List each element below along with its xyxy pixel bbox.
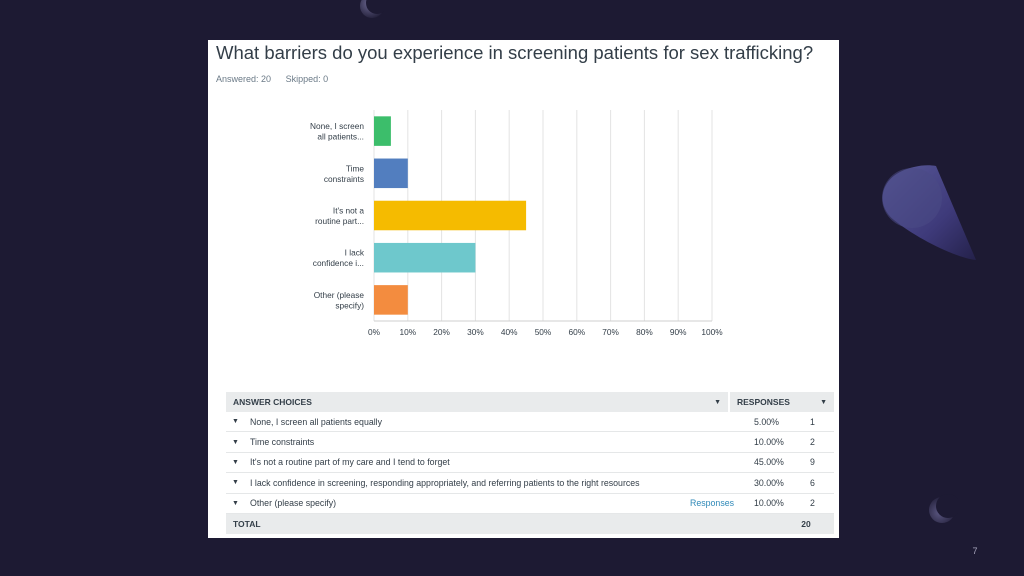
table-body: ▼ None, I screen all patients equally 5.00…	[226, 412, 834, 514]
response-percent: 30.00%	[754, 477, 784, 488]
answered-count: Answered: 20	[216, 74, 272, 84]
response-count: 9	[810, 457, 815, 468]
expand-caret-icon[interactable]: ▼	[232, 479, 239, 487]
response-count: 2	[810, 498, 815, 509]
x-tick-label: 10%	[399, 327, 416, 337]
sort-caret-icon[interactable]: ▼	[714, 398, 721, 406]
results-table: ANSWER CHOICES ▼ RESPONSES ▼ ▼ None, I sc…	[226, 392, 834, 534]
total-value: 20	[801, 518, 811, 529]
survey-question-title: What barriers do you experience in scree…	[216, 42, 814, 63]
expand-caret-icon[interactable]: ▼	[232, 499, 239, 507]
table-row: ▼ I lack confidence in screening, respond…	[226, 473, 834, 494]
survey-results-card: What barriers do you experience in scree…	[208, 40, 839, 538]
survey-stats: Answered: 20 Skipped: 0	[216, 74, 340, 84]
response-count: 2	[810, 437, 815, 448]
answer-choice-label: Other (please specify)	[250, 498, 337, 509]
x-tick-label: 90%	[670, 327, 687, 337]
y-tick-label: Time constraints	[324, 163, 364, 184]
x-tick-label: 0%	[368, 327, 381, 337]
responses-header[interactable]: RESPONSES ▼	[737, 397, 827, 407]
answer-choice-label: I lack confidence in screening, respondi…	[250, 477, 640, 488]
response-count: 1	[810, 416, 815, 427]
bar	[374, 285, 408, 315]
bar	[374, 158, 408, 189]
y-tick-label: Other (please specify)	[314, 290, 365, 311]
bar	[374, 200, 527, 231]
response-count: 6	[810, 477, 815, 488]
table-header: ANSWER CHOICES ▼ RESPONSES ▼	[226, 392, 834, 412]
page-number: 7	[972, 546, 978, 556]
y-tick-label: None, I screen all patients...	[310, 121, 364, 142]
table-row: ▼ Time constraints 10.00% 2	[226, 432, 834, 453]
table-total-row: TOTAL 20	[226, 513, 834, 534]
y-tick-label: I lack confidence i...	[313, 248, 365, 269]
answer-choice-label: It's not a routine part of my care and I…	[250, 457, 450, 468]
table-row: ▼ It's not a routine part of my care and …	[226, 453, 834, 474]
x-tick-label: 20%	[433, 327, 450, 337]
x-tick-label: 80%	[636, 327, 653, 337]
answer-choice-label: Time constraints	[250, 437, 315, 448]
x-tick-label: 60%	[568, 327, 585, 337]
bar-chart: 0% 10% 20% 30% 40% 50% 60% 70% 80% 90% 100% None, I…	[310, 110, 723, 337]
x-tick-label: 100%	[701, 327, 723, 337]
response-percent: 10.00%	[754, 498, 784, 509]
x-tick-label: 50%	[535, 327, 552, 337]
expand-caret-icon[interactable]: ▼	[232, 438, 239, 446]
responses-link[interactable]: Responses	[690, 498, 735, 509]
table-row: ▼ Other (please specify) Responses 10.00% 2	[226, 494, 834, 514]
expand-caret-icon[interactable]: ▼	[232, 418, 239, 426]
cone-shape-icon	[882, 165, 976, 260]
response-percent: 5.00%	[754, 416, 779, 427]
expand-caret-icon[interactable]: ▼	[232, 458, 239, 466]
total-label: TOTAL	[233, 518, 261, 529]
answer-choice-label: None, I screen all patients equally	[250, 416, 383, 427]
table-row: ▼ None, I screen all patients equally 5.00…	[226, 412, 834, 433]
x-tick-label: 70%	[602, 327, 619, 337]
x-tick-label: 30%	[467, 327, 484, 337]
skipped-count: Skipped: 0	[285, 74, 329, 84]
response-percent: 10.00%	[754, 437, 784, 448]
crescent-moon-icon	[929, 494, 958, 523]
response-percent: 45.00%	[754, 457, 784, 468]
bar	[374, 116, 391, 146]
bar	[374, 242, 476, 273]
y-tick-label: It's not a routine part...	[315, 206, 364, 227]
sort-caret-icon[interactable]: ▼	[820, 398, 827, 406]
crescent-moon-icon	[360, 0, 386, 18]
answer-choices-header[interactable]: ANSWER CHOICES ▼	[226, 392, 730, 412]
x-tick-label: 40%	[501, 327, 518, 337]
